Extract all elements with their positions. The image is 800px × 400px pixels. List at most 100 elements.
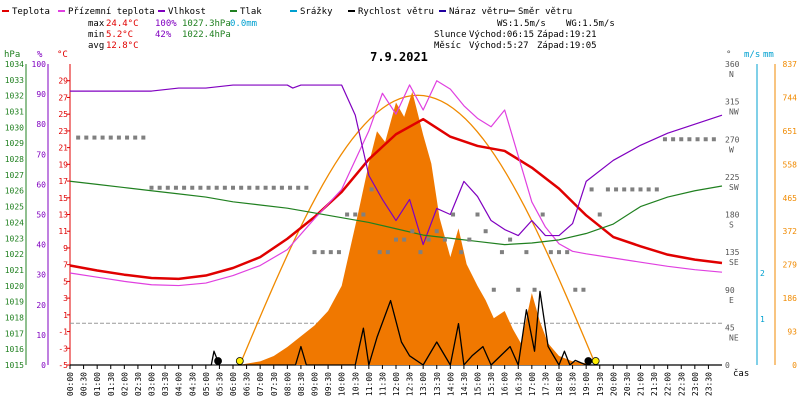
dir-tick-label: 315 [725, 98, 740, 107]
rad-tick-label: 93 [787, 328, 797, 337]
time-tick-label: 00:00 [66, 372, 75, 396]
wind-direction-point [279, 185, 284, 190]
wind-direction-point [622, 187, 627, 192]
wind-direction-point [679, 137, 684, 142]
plot-area [69, 80, 723, 366]
wind-direction-point [296, 185, 301, 190]
temp-tick-label: -5 [58, 361, 68, 370]
wind-direction-point [565, 250, 570, 255]
time-tick-label: 02:30 [134, 372, 143, 396]
dir-tick-name: W [729, 145, 734, 154]
wind-direction-point [255, 185, 260, 190]
wind-tick-label: 2 [760, 269, 765, 278]
legend: Teplota Přízemní teplota Vlhkost Tlak Srážky… [2, 7, 572, 17]
wind-direction-point [304, 185, 309, 190]
wind-direction-point [182, 185, 187, 190]
press-tick-label: 1027 [5, 171, 24, 180]
temp-tick-label: -1 [58, 328, 68, 337]
rad-tick-label: 558 [783, 160, 798, 169]
wind-ws: WS:1.5m/s [497, 19, 546, 29]
dir-tick-label: 45 [725, 323, 735, 332]
press-tick-label: 1030 [5, 123, 24, 132]
temp-tick-label: -3 [58, 344, 68, 353]
legend-label: Náraz větru [449, 7, 509, 17]
temp-tick-label: 17 [58, 177, 68, 186]
wind-direction-point [345, 212, 350, 217]
temp-tick-label: 9 [63, 244, 68, 253]
press-tick-label: 1020 [5, 282, 24, 291]
rad-tick-label: 279 [783, 261, 798, 270]
wind-direction-point [116, 135, 121, 140]
wind-direction-point [410, 229, 415, 234]
temp-tick-label: 7 [63, 261, 68, 270]
time-tick-label: 03:30 [161, 372, 170, 396]
dir-tick-label: 90 [725, 286, 735, 295]
dir-tick-name: SE [729, 258, 739, 267]
wind-direction-point [231, 185, 235, 190]
temp-tick-label: 15 [58, 194, 68, 203]
wind-direction-point [540, 212, 545, 217]
wind-wg: WG:1.5m/s [566, 19, 615, 29]
temperature-line [69, 117, 723, 281]
press-tick-label: 1017 [5, 329, 24, 338]
temp-tick-label: 1 [63, 311, 68, 320]
temp-tick-label: 23 [58, 127, 68, 136]
time-tick-label: 14:30 [460, 372, 469, 396]
moon-set: Západ:19:05 [537, 41, 597, 51]
sunrise-marker [235, 357, 244, 365]
time-tick-label: 23:30 [704, 372, 713, 396]
wind-direction-point [92, 135, 97, 140]
press-tick-label: 1029 [5, 139, 24, 148]
hum-tick-label: 80 [36, 120, 46, 129]
time-tick-label: 09:30 [324, 372, 333, 396]
temp-tick-label: 29 [58, 77, 68, 86]
temp-tick-label: 11 [58, 227, 68, 236]
wind-direction-point [605, 187, 610, 192]
wind-direction-point [133, 135, 138, 140]
dir-tick-label: 0 [725, 361, 730, 370]
sun-label: Slunce [434, 30, 467, 40]
time-tick-label: 21:30 [650, 372, 659, 396]
temp-tick-label: 27 [58, 93, 68, 102]
wind-direction-point [532, 287, 537, 292]
wind-direction-point [491, 287, 496, 292]
time-tick-label: 10:30 [351, 372, 360, 396]
rad-tick-label: 744 [783, 93, 798, 102]
wind-direction-point [557, 250, 561, 255]
stats-block: max 24.4°C 100% 1027.3hPa 0.0mm min 5.2°… [88, 19, 257, 51]
dir-tick-name: E [729, 296, 734, 305]
wind-direction-point [312, 250, 317, 255]
wind-direction-point [214, 185, 219, 190]
time-tick-label: 09:00 [311, 372, 320, 396]
wind-direction-point [442, 237, 447, 242]
rad-tick-label: 837 [783, 60, 798, 69]
dir-tick-label: 360 [725, 60, 740, 69]
legend-label: Teplota [12, 7, 50, 17]
wind-direction-point [369, 187, 374, 192]
wind-direction-point [328, 250, 333, 255]
time-tick-label: 08:30 [297, 372, 306, 396]
hum-tick-label: 10 [36, 331, 46, 340]
time-tick-label: 01:30 [107, 372, 116, 396]
stats-max-hum: 100% [155, 19, 177, 29]
axes: 1034103310321031103010291028102710261025… [5, 60, 797, 396]
press-tick-label: 1032 [5, 92, 24, 101]
press-tick-label: 1026 [5, 187, 24, 196]
sun-set: Západ:19:21 [537, 30, 597, 40]
wind-direction-point [654, 187, 659, 192]
wind-direction-point [271, 185, 276, 190]
stats-avg-label: avg [88, 41, 104, 51]
press-tick-label: 1023 [5, 234, 24, 243]
dir-tick-name: NE [729, 333, 739, 342]
wind-direction-point [662, 137, 667, 142]
time-tick-label: 02:00 [120, 372, 129, 396]
wind-direction-point [198, 185, 203, 190]
legend-label: Srážky [300, 7, 333, 17]
time-tick-label: 17:00 [528, 372, 537, 396]
wind-direction-point [165, 185, 170, 190]
wind-direction-point [76, 135, 81, 140]
press-tick-label: 1033 [5, 76, 24, 85]
time-tick-label: 18:30 [569, 372, 578, 396]
hum-tick-label: 20 [36, 301, 46, 310]
press-tick-label: 1021 [5, 266, 24, 275]
